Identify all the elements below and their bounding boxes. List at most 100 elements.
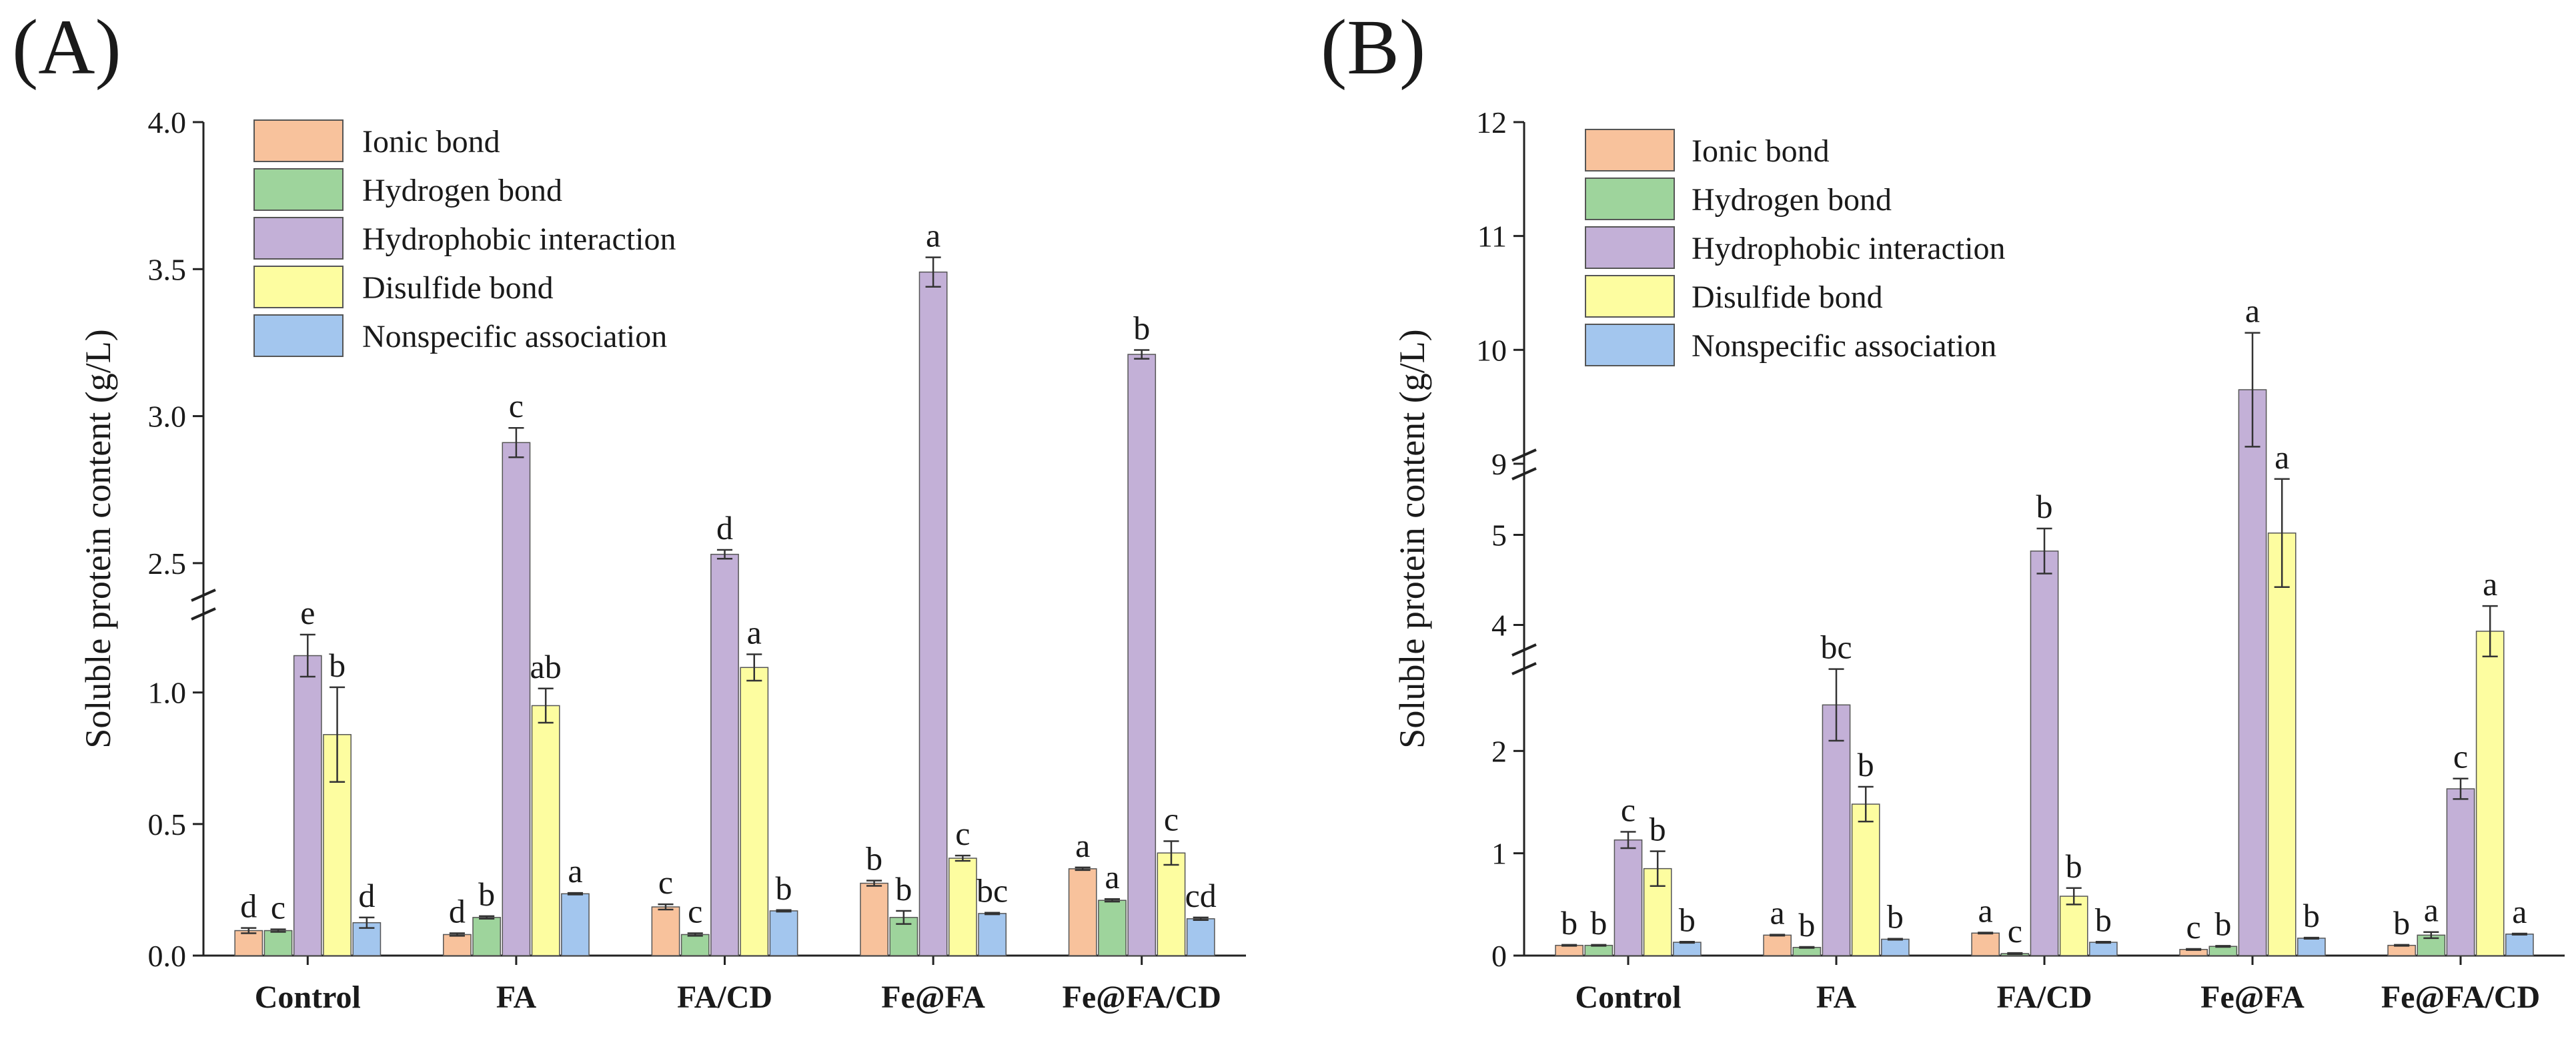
y-tick-label-b: 11 — [1477, 220, 1507, 254]
significance-letter-b: b — [1650, 811, 1666, 848]
significance-letter-a: e — [300, 594, 315, 631]
y-axis-label-b: Soluble protein content (g/L) — [1392, 329, 1432, 748]
bar-b-hydrophobic-interaction-fe-fa — [2238, 389, 2267, 956]
y-tick-label-a: 3.0 — [148, 400, 187, 434]
bar-a-nonspecific-association-fa — [561, 893, 590, 956]
significance-letter-b: c — [2008, 912, 2022, 950]
legend-swatch-a-hydrophobic-interaction — [253, 217, 344, 260]
x-tick-label-a: Fe@FA/CD — [1063, 980, 1221, 1015]
x-tick-label-b: FA/CD — [1996, 980, 2092, 1015]
bar-b-nonspecific-association-fe-fa — [2297, 938, 2326, 956]
significance-letter-a: d — [240, 888, 257, 925]
axis-break-mark-b-1-0 — [1511, 448, 1537, 462]
bar-b-disulfide-bond-fa-cd — [2059, 896, 2088, 956]
bar-a-hydrophobic-interaction-fe-fa — [918, 271, 948, 956]
legend-label-b: Nonspecific association — [1692, 328, 1996, 364]
y-tick-label-b: 10 — [1476, 333, 1507, 367]
x-tick-label-a: Control — [255, 980, 361, 1015]
legend-swatch-a-hydrogen-bond — [253, 168, 344, 211]
bar-a-disulfide-bond-fa — [531, 705, 560, 956]
significance-letter-a: b — [478, 876, 495, 913]
bar-a-hydrophobic-interaction-fe-fa-cd — [1127, 354, 1157, 956]
panel-label-a: (A) — [12, 3, 121, 91]
legend-swatch-a-ionic-bond — [253, 119, 344, 162]
y-tick-label-a: 4.0 — [148, 105, 187, 139]
bar-b-nonspecific-association-fa — [1881, 938, 1910, 956]
bar-b-nonspecific-association-control — [1673, 942, 1702, 956]
significance-letter-a: c — [509, 387, 524, 424]
significance-letter-a: c — [955, 815, 970, 852]
x-tick-label-a: Fe@FA — [881, 980, 985, 1015]
bar-a-ionic-bond-control — [234, 930, 263, 956]
significance-letter-b: b — [1887, 898, 1904, 936]
bar-a-ionic-bond-fe-fa — [860, 882, 888, 956]
x-tick-label-b: Control — [1575, 980, 1681, 1015]
significance-letter-b: b — [2066, 847, 2082, 885]
legend-swatch-b-hydrogen-bond — [1585, 178, 1675, 220]
legend-label-b: Hydrophobic interaction — [1692, 231, 2006, 266]
y-tick-label-b: 5 — [1491, 518, 1507, 553]
bar-a-disulfide-bond-fa-cd — [740, 667, 769, 956]
significance-letter-b: a — [2275, 438, 2289, 476]
significance-letter-b: bc — [1820, 629, 1852, 666]
significance-letter-b: b — [1858, 746, 1874, 783]
bar-b-disulfide-bond-fa — [1851, 803, 1880, 956]
bar-a-ionic-bond-fa — [442, 934, 472, 956]
bar-b-ionic-bond-fa-cd — [1971, 932, 2000, 956]
significance-letter-a: c — [1164, 800, 1179, 837]
legend-label-a: Ionic bond — [362, 124, 500, 159]
y-tick-label-b: 1 — [1491, 837, 1507, 871]
bar-b-hydrophobic-interaction-control — [1614, 839, 1643, 956]
legend-label-a: Nonspecific association — [362, 319, 667, 354]
significance-letter-b: b — [1679, 901, 1696, 938]
significance-letter-b: b — [2303, 897, 2320, 934]
significance-letter-b: b — [2393, 904, 2410, 942]
y-tick-label-b: 0 — [1491, 939, 1507, 973]
y-tick-label-a: 3.5 — [148, 252, 187, 286]
significance-letter-a: bc — [977, 872, 1008, 910]
significance-letter-b: b — [2036, 488, 2053, 525]
significance-letter-b: b — [2095, 901, 2112, 938]
legend-a: Ionic bond Hydrogen bond Hydrophobic inter… — [253, 119, 676, 357]
significance-letter-b: a — [1770, 894, 1785, 932]
y-tick-label-b: 12 — [1476, 105, 1507, 139]
bar-a-hydrogen-bond-fa-cd — [680, 934, 710, 956]
significance-letter-b: a — [2483, 565, 2497, 603]
legend-label-b: Hydrogen bond — [1692, 182, 1892, 218]
bar-b-disulfide-bond-fe-fa — [2267, 533, 2297, 956]
y-tick-label-b: 9 — [1491, 447, 1507, 481]
bar-b-hydrogen-bond-fe-fa — [2208, 946, 2238, 956]
bar-a-nonspecific-association-fe-fa-cd — [1186, 918, 1215, 956]
significance-letter-a: c — [658, 863, 673, 901]
significance-letter-a: ab — [530, 648, 562, 685]
significance-letter-b: c — [2453, 738, 2468, 775]
significance-letter-b: a — [2512, 893, 2527, 930]
panel-label-b: (B) — [1321, 3, 1425, 91]
bar-a-ionic-bond-fa-cd — [651, 906, 680, 956]
bar-b-hydrophobic-interaction-fe-fa-cd — [2446, 788, 2475, 956]
bar-a-nonspecific-association-fe-fa — [978, 913, 1007, 956]
bar-a-hydrogen-bond-fe-fa-cd — [1098, 900, 1127, 956]
x-tick-label-b: FA — [1816, 980, 1857, 1015]
bar-b-hydrogen-bond-control — [1584, 944, 1614, 956]
y-tick-label-b: 4 — [1491, 609, 1507, 643]
bar-a-nonspecific-association-fa-cd — [769, 910, 798, 956]
y-tick-label-a: 2.5 — [148, 547, 187, 581]
bar-b-ionic-bond-control — [1555, 944, 1583, 956]
legend-swatch-b-disulfide-bond — [1585, 275, 1675, 318]
significance-letter-b: b — [2214, 905, 2231, 942]
legend-swatch-a-nonspecific-association — [253, 314, 344, 357]
x-tick-label-b: Fe@FA — [2200, 980, 2305, 1015]
significance-letter-a: cd — [1185, 877, 1217, 914]
significance-letter-b: b — [1590, 904, 1607, 942]
y-tick-label-a: 0.0 — [148, 939, 187, 973]
significance-letter-a: b — [866, 840, 882, 878]
legend-label-a: Hydrophobic interaction — [362, 222, 676, 257]
significance-letter-a: b — [776, 870, 792, 907]
x-tick-label-a: FA — [496, 980, 537, 1015]
axis-break-mark-b-1-1 — [1511, 467, 1537, 480]
significance-letter-b: a — [2245, 292, 2260, 330]
bar-a-hydrogen-bond-fa — [472, 917, 502, 956]
bar-a-disulfide-bond-fe-fa-cd — [1157, 852, 1186, 956]
